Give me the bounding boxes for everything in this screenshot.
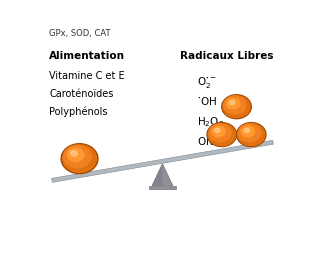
Text: Polyphénols: Polyphénols (49, 107, 108, 117)
Circle shape (227, 98, 240, 109)
Circle shape (230, 100, 235, 105)
Circle shape (207, 123, 236, 147)
Circle shape (241, 126, 255, 137)
Circle shape (238, 124, 261, 142)
Circle shape (222, 95, 251, 119)
Circle shape (224, 96, 246, 114)
Polygon shape (152, 164, 173, 186)
Circle shape (62, 145, 96, 172)
Text: H$_2$O$_2$: H$_2$O$_2$ (197, 115, 224, 129)
Text: ONOO$^{\cdot}$: ONOO$^{\cdot}$ (197, 135, 233, 147)
Text: Radicaux Libres: Radicaux Libres (180, 51, 273, 61)
Circle shape (67, 148, 84, 162)
Circle shape (208, 124, 235, 146)
Text: Caroténoïdes: Caroténoïdes (49, 89, 114, 99)
Text: Vitamine C et E: Vitamine C et E (49, 71, 125, 81)
Polygon shape (149, 186, 176, 189)
Circle shape (244, 128, 249, 133)
Circle shape (236, 123, 266, 147)
Polygon shape (152, 164, 162, 186)
Circle shape (223, 96, 250, 118)
Text: $\mathbf{{}^{\cdot}}$OH: $\mathbf{{}^{\cdot}}$OH (197, 95, 217, 107)
Circle shape (63, 145, 91, 168)
Circle shape (215, 128, 220, 133)
Text: O$_2^{\mathbf{\cdot}-}$: O$_2^{\mathbf{\cdot}-}$ (197, 75, 217, 90)
Circle shape (209, 124, 231, 142)
Text: Alimentation: Alimentation (49, 51, 126, 61)
Circle shape (212, 126, 225, 137)
Circle shape (61, 144, 98, 174)
Text: GPx, SOD, CAT: GPx, SOD, CAT (49, 29, 111, 38)
Circle shape (71, 151, 77, 156)
Circle shape (238, 124, 265, 146)
Polygon shape (51, 140, 274, 182)
